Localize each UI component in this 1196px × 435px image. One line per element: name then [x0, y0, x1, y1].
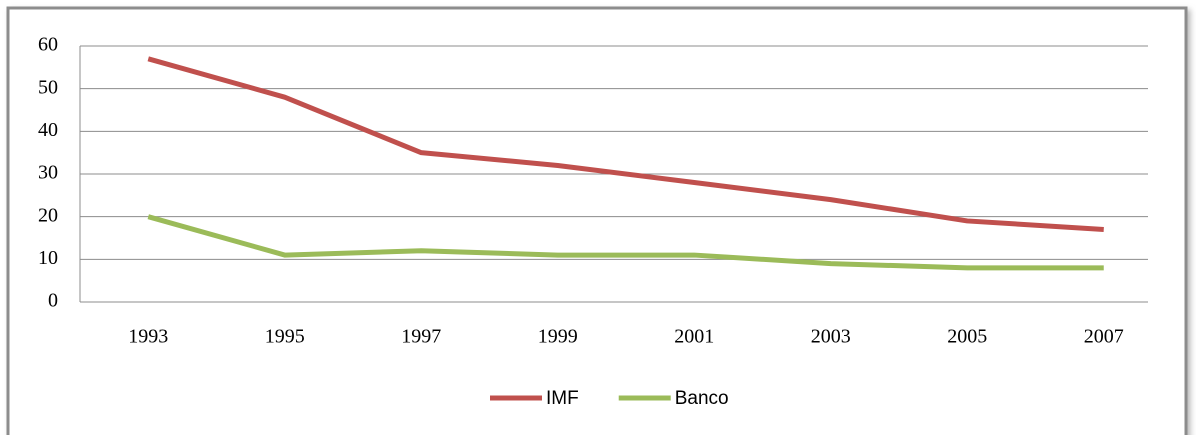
x-tick-label: 2007 — [1084, 326, 1124, 348]
x-tick-label: 1997 — [401, 326, 441, 348]
x-tick-label: 1995 — [265, 326, 305, 348]
legend-label: IMF — [546, 388, 579, 409]
y-tick-label: 40 — [38, 119, 58, 141]
y-tick-label: 20 — [38, 204, 58, 226]
x-tick-label: 2001 — [674, 326, 714, 348]
x-tick-label: 1999 — [538, 326, 578, 348]
y-tick-label: 60 — [38, 34, 58, 56]
y-tick-label: 10 — [38, 247, 58, 269]
series-line — [147, 214, 1104, 271]
y-tick-label: 30 — [38, 162, 58, 184]
y-tick-label: 0 — [48, 290, 58, 312]
legend-label: Banco — [675, 388, 729, 409]
y-tick-label: 50 — [38, 76, 58, 98]
x-tick-label: 2003 — [811, 326, 851, 348]
x-tick-label: 1993 — [128, 326, 168, 348]
series-line — [147, 56, 1104, 232]
x-tick-label: 2005 — [947, 326, 987, 348]
